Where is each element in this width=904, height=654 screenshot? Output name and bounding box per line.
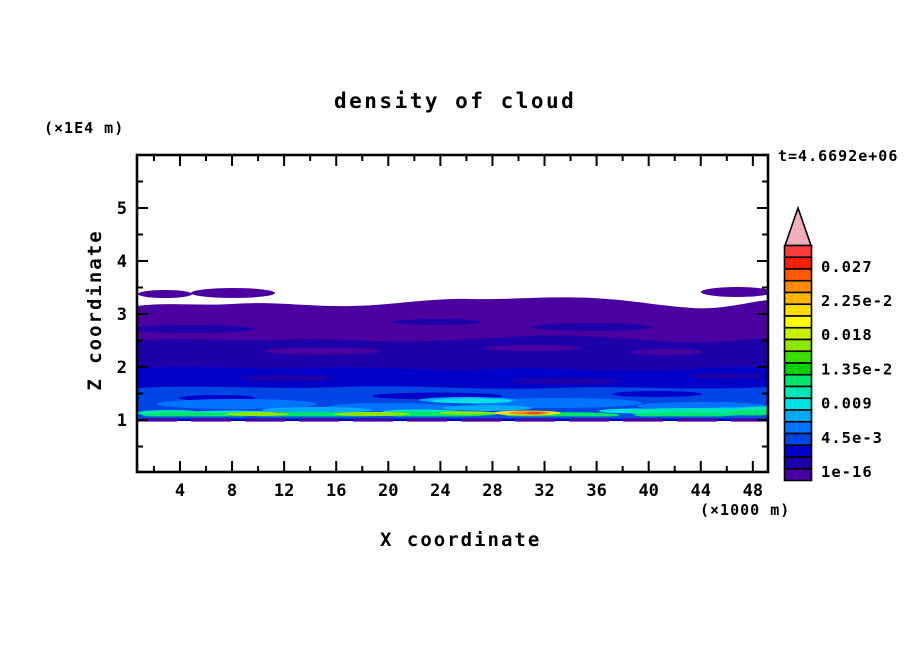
colorbar-overflow-arrow [785,208,811,246]
y-tick-label: 2 [117,358,127,378]
y-tick-label: 4 [117,252,127,272]
colorbar-box [785,469,812,481]
colorbar-label: 1.35e-2 [821,360,893,378]
y-tick-label: 1 [117,411,127,431]
colorbar-box [785,257,812,269]
x-tick-label: 48 [743,481,763,501]
contour-hotspot [493,411,561,416]
colorbar-box [785,304,812,316]
figure: density of cloud (×1E4 m) t=4.6692e+06 (… [0,0,904,654]
colorbar-box [785,340,812,352]
colorbar-box [785,445,812,457]
x-tick-label: 44 [691,481,711,501]
colorbar-box [785,246,812,258]
colorbar-box [785,281,812,293]
x-tick-label: 40 [638,481,658,501]
y-tick-label: 3 [117,305,127,325]
colorbar-box [785,434,812,446]
colorbar-label: 0.018 [821,326,873,344]
colorbar-label: 1e-16 [821,463,873,481]
colorbar-box [785,410,812,422]
x-tick-label: 36 [586,481,606,501]
colorbar-box [785,293,812,305]
x-tick-label: 24 [430,481,450,501]
colorbar-box [785,269,812,281]
colorbar-box [785,457,812,469]
x-tick-label: 20 [378,481,398,501]
colorbar-label: 0.027 [821,258,873,276]
x-tick-label: 32 [534,481,554,501]
colorbar-labels: 1e-16 4.5e-3 0.009 1.35e-2 0.018 2.25e-2 0.027 [821,258,893,481]
x-tick-label: 4 [175,481,185,501]
contour-plot-canvas: 481216202428323640444812345 1e-164.5e-30… [0,0,904,654]
colorbar-box [785,387,812,399]
colorbar-box [785,363,812,375]
y-tick-label: 5 [117,199,127,219]
colorbar [785,246,812,481]
x-tick-label: 8 [227,481,237,501]
colorbar-box [785,328,812,340]
colorbar-box [785,398,812,410]
colorbar-label: 0.009 [821,395,873,413]
colorbar-box [785,422,812,434]
x-tick-label: 12 [274,481,294,501]
colorbar-box [785,351,812,363]
x-tick-label: 16 [326,481,346,501]
colorbar-label: 2.25e-2 [821,292,893,310]
contour-field [130,287,795,421]
colorbar-box [785,375,812,387]
colorbar-box [785,316,812,328]
colorbar-label: 4.5e-3 [821,429,883,447]
x-tick-label: 28 [482,481,502,501]
